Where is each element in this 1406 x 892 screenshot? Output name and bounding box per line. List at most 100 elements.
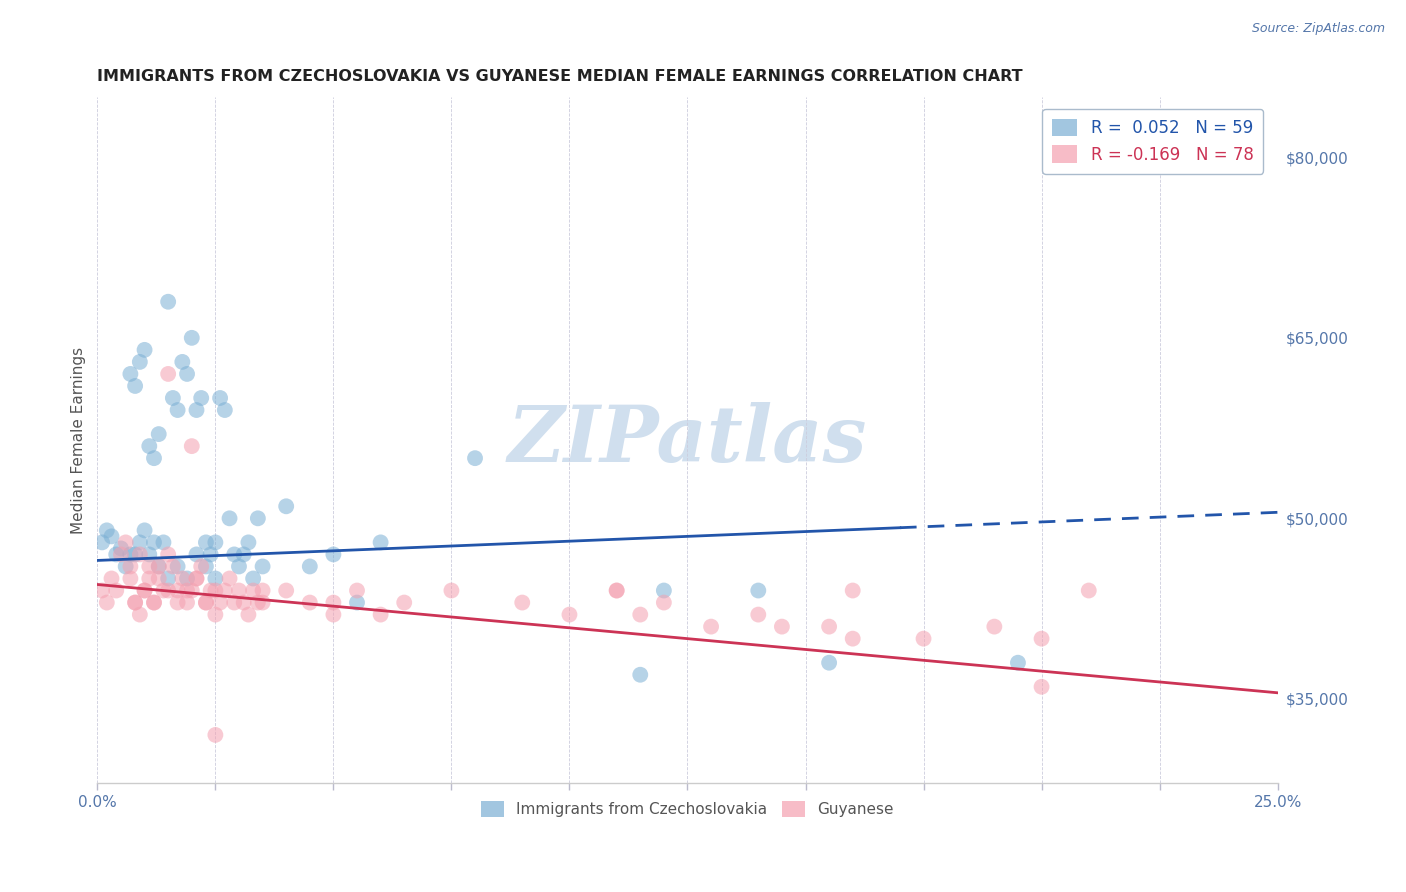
Point — [200, 583, 222, 598]
Point — [157, 548, 180, 562]
Point — [176, 572, 198, 586]
Point — [176, 583, 198, 598]
Point — [1007, 656, 1029, 670]
Point — [124, 548, 146, 562]
Point — [322, 596, 344, 610]
Point — [841, 632, 863, 646]
Point — [148, 572, 170, 586]
Point — [841, 583, 863, 598]
Point — [138, 572, 160, 586]
Point — [1031, 680, 1053, 694]
Point — [246, 511, 269, 525]
Point — [558, 607, 581, 622]
Point — [392, 596, 415, 610]
Point — [143, 596, 166, 610]
Point — [322, 548, 344, 562]
Point — [114, 559, 136, 574]
Point — [606, 583, 628, 598]
Point — [143, 596, 166, 610]
Point — [120, 548, 142, 562]
Point — [157, 583, 180, 598]
Point — [238, 535, 260, 549]
Point — [91, 535, 114, 549]
Legend: Immigrants from Czechoslovakia, Guyanese: Immigrants from Czechoslovakia, Guyanese — [475, 795, 900, 823]
Point — [228, 559, 250, 574]
Point — [105, 583, 128, 598]
Point — [91, 583, 114, 598]
Point — [166, 596, 188, 610]
Point — [110, 541, 132, 556]
Point — [204, 535, 226, 549]
Point — [440, 583, 463, 598]
Point — [1077, 583, 1099, 598]
Point — [224, 596, 246, 610]
Point — [194, 535, 217, 549]
Point — [186, 403, 208, 417]
Point — [747, 583, 769, 598]
Point — [157, 367, 180, 381]
Point — [983, 619, 1005, 633]
Point — [628, 607, 651, 622]
Point — [110, 548, 132, 562]
Point — [818, 656, 841, 670]
Point — [242, 572, 264, 586]
Point — [180, 583, 202, 598]
Point — [120, 572, 142, 586]
Point — [200, 548, 222, 562]
Point — [176, 367, 198, 381]
Point — [166, 403, 188, 417]
Point — [190, 391, 212, 405]
Point — [370, 535, 392, 549]
Point — [252, 559, 274, 574]
Point — [100, 572, 122, 586]
Point — [276, 583, 298, 598]
Point — [628, 667, 651, 681]
Point — [148, 559, 170, 574]
Point — [134, 524, 156, 538]
Point — [186, 572, 208, 586]
Point — [252, 583, 274, 598]
Point — [172, 355, 194, 369]
Point — [346, 596, 368, 610]
Point — [172, 572, 194, 586]
Point — [770, 619, 793, 633]
Point — [194, 559, 217, 574]
Point — [162, 391, 184, 405]
Point — [510, 596, 533, 610]
Point — [128, 548, 150, 562]
Point — [218, 511, 240, 525]
Point — [370, 607, 392, 622]
Text: IMMIGRANTS FROM CZECHOSLOVAKIA VS GUYANESE MEDIAN FEMALE EARNINGS CORRELATION CH: IMMIGRANTS FROM CZECHOSLOVAKIA VS GUYANE… — [97, 69, 1024, 84]
Point — [96, 524, 118, 538]
Point — [652, 583, 675, 598]
Point — [194, 596, 217, 610]
Point — [252, 596, 274, 610]
Point — [606, 583, 628, 598]
Point — [128, 535, 150, 549]
Point — [322, 607, 344, 622]
Point — [152, 535, 174, 549]
Point — [209, 596, 232, 610]
Point — [148, 427, 170, 442]
Point — [464, 451, 486, 466]
Y-axis label: Median Female Earnings: Median Female Earnings — [72, 347, 86, 533]
Point — [134, 583, 156, 598]
Point — [152, 583, 174, 598]
Point — [96, 596, 118, 610]
Point — [214, 403, 236, 417]
Point — [912, 632, 935, 646]
Point — [143, 535, 166, 549]
Point — [204, 572, 226, 586]
Point — [134, 343, 156, 357]
Point — [166, 559, 188, 574]
Point — [246, 596, 269, 610]
Point — [276, 500, 298, 514]
Point — [747, 607, 769, 622]
Point — [204, 583, 226, 598]
Point — [157, 294, 180, 309]
Point — [138, 439, 160, 453]
Point — [224, 548, 246, 562]
Point — [214, 583, 236, 598]
Point — [700, 619, 723, 633]
Point — [176, 596, 198, 610]
